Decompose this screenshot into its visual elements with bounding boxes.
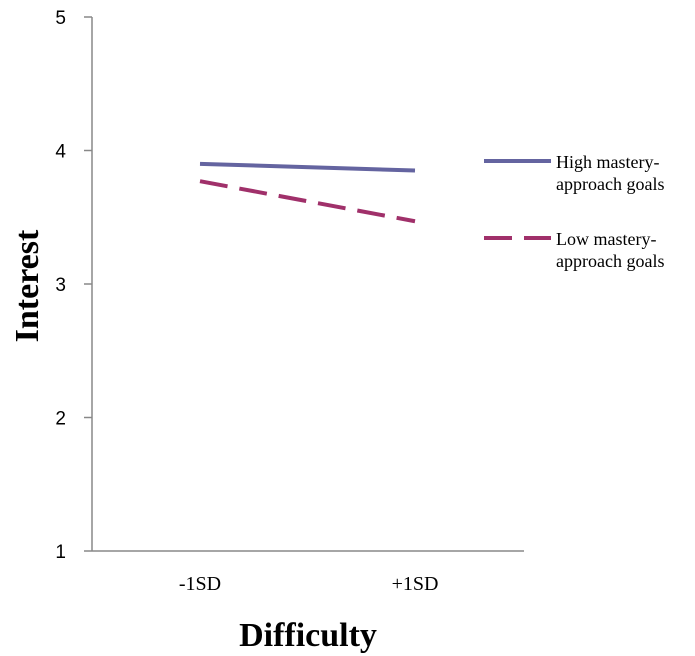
series-line-low — [199, 179, 416, 224]
x-category-label: +1SD — [392, 573, 439, 595]
x-category-label: -1SD — [179, 573, 221, 595]
legend-label: High mastery- — [556, 152, 659, 172]
x-category-labels: -1SD +1SD — [179, 573, 439, 595]
y-ticks: 1 2 3 4 5 — [55, 8, 92, 563]
y-tick-label: 4 — [55, 142, 66, 163]
y-tick-label: 3 — [55, 275, 66, 296]
y-tick-label: 1 — [55, 542, 66, 563]
y-axis-title: Interest — [9, 229, 46, 342]
series-line-high — [199, 161, 416, 173]
legend-label: approach goals — [556, 174, 664, 194]
axes — [91, 17, 524, 552]
x-axis-title: Difficulty — [239, 617, 377, 654]
legend-label: approach goals — [556, 251, 664, 271]
series-lines — [199, 161, 416, 224]
y-tick-label: 2 — [55, 409, 66, 430]
y-tick-label: 5 — [55, 8, 66, 29]
legend-label: Low mastery- — [556, 229, 656, 249]
